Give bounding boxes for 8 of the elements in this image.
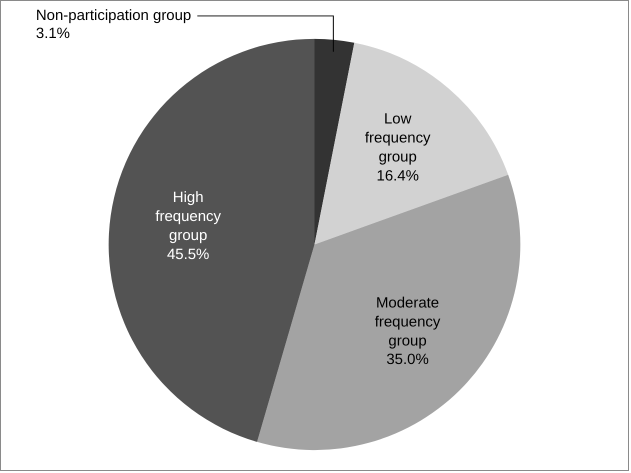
slice-label: Low frequency group — [364, 110, 432, 166]
data-label: 35.0% — [386, 351, 429, 368]
data-label: 16.4% — [376, 167, 419, 184]
slice-label: High frequency group — [155, 189, 222, 244]
data-label: 45.5% — [166, 246, 210, 263]
slice-label: Non-participation group — [36, 7, 192, 24]
data-label: 3.1% — [36, 24, 70, 42]
slice-label: Moderate frequency group — [374, 294, 441, 350]
